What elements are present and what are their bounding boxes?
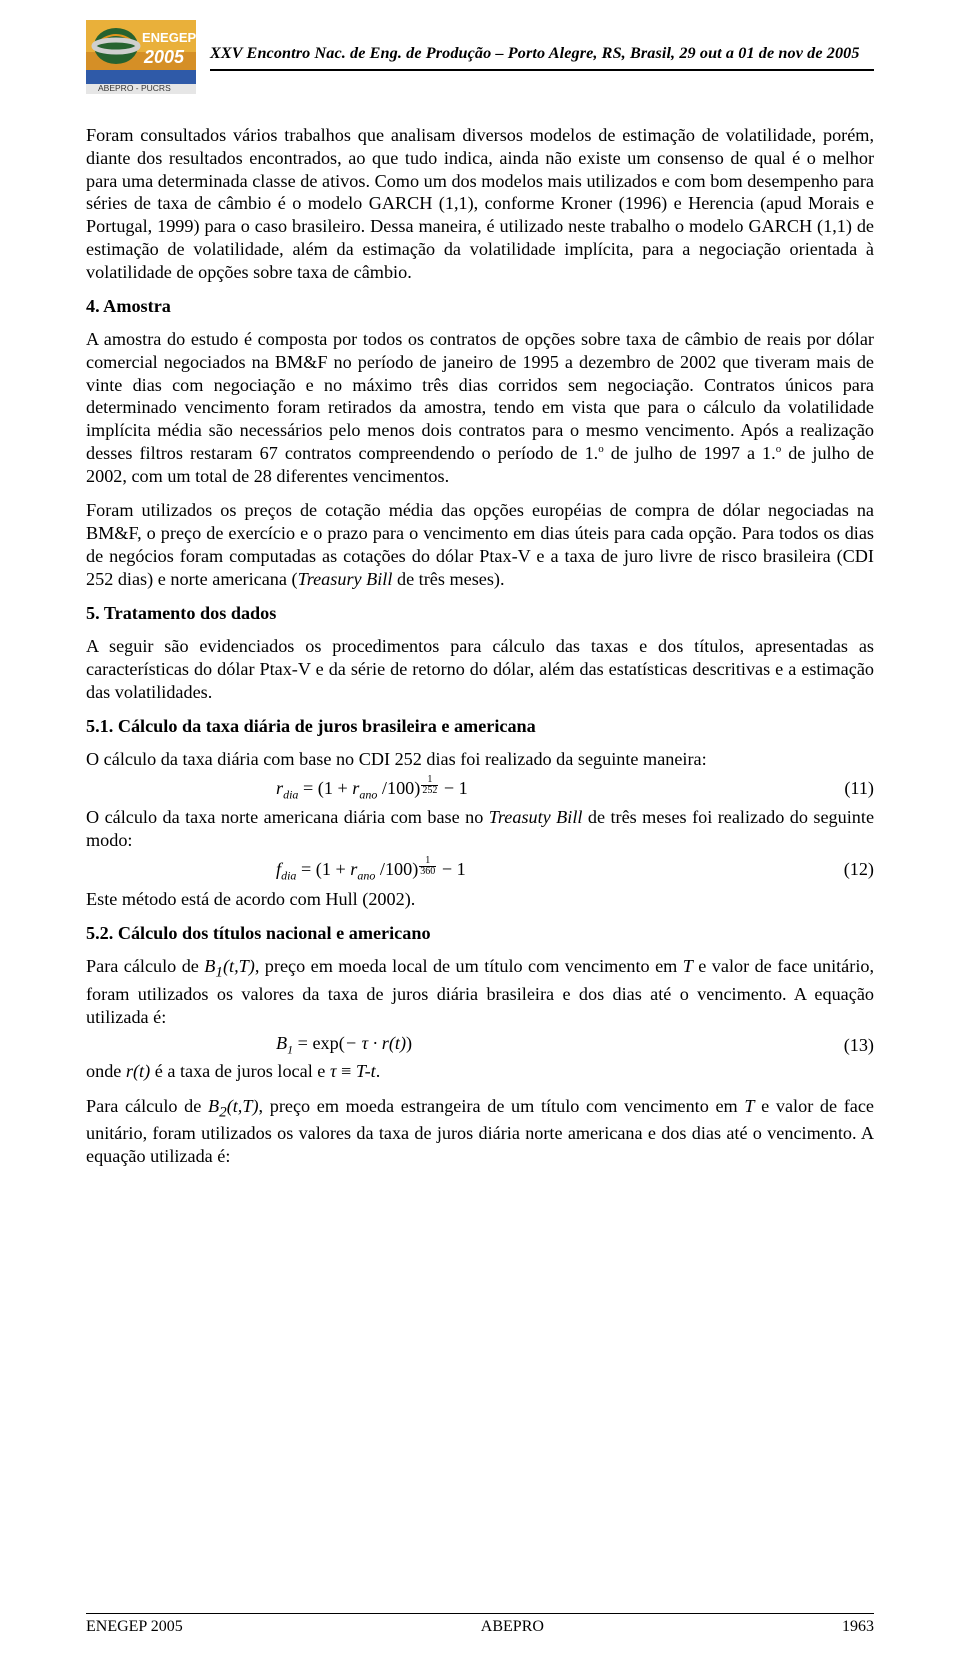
text: , preço em moeda estrangeira de um títul… [259,1096,745,1116]
equation-11-number: (11) [824,777,874,800]
equation-13-number: (13) [824,1034,874,1057]
page: ENEGEP 2005 ABEPRO - PUCRS XXV Encontro … [0,0,960,1662]
equation-12: fdia = (1 + rano /100)1360 − 1 [276,859,466,879]
symbol-T-minus-t: T-t [356,1061,376,1081]
section-5-title: 5. Tratamento dos dados [86,602,874,625]
equation-12-row: fdia = (1 + rano /100)1360 − 1 (12) [86,856,874,884]
paragraph-amostra-2: Foram utilizados os preços de cotação mé… [86,499,874,590]
paragraph-intro: Foram consultados vários trabalhos que a… [86,124,874,283]
symbol-T: T [683,956,693,976]
section-5-2-title: 5.2. Cálculo dos títulos nacional e amer… [86,922,874,945]
text: . [376,1061,381,1081]
text: ≡ [336,1061,355,1081]
page-footer: ENEGEP 2005 ABEPRO 1963 [86,1613,874,1636]
text: Para cálculo de [86,956,204,976]
footer-left: ENEGEP 2005 [86,1618,183,1636]
paragraph-tbill: O cálculo da taxa norte americana diária… [86,806,874,852]
paragraph-cdi: O cálculo da taxa diária com base no CDI… [86,748,874,771]
logo-bottom-label: ABEPRO - PUCRS [98,83,171,93]
page-header: ENEGEP 2005 ABEPRO - PUCRS XXV Encontro … [86,20,874,94]
text: , preço em moeda local de um título com … [255,956,683,976]
footer-right: 1963 [842,1618,874,1636]
paragraph-amostra-1: A amostra do estudo é composta por todos… [86,328,874,487]
body: Foram consultados vários trabalhos que a… [86,124,874,1168]
logo-year: 2005 [143,47,185,67]
equation-13: B1 = exp(− τ · r(t)) [276,1033,412,1053]
term-treasuty-bill: Treasuty Bill [489,807,583,827]
header-rule [210,69,874,71]
symbol-rt: r(t) [126,1061,150,1081]
paragraph-b1: Para cálculo de B1(t,T), preço em moeda … [86,955,874,1028]
enegep-logo: ENEGEP 2005 ABEPRO - PUCRS [86,20,196,94]
equation-11-row: rdia = (1 + rano /100)1252 − 1 (11) [86,775,874,803]
paragraph-tratamento: A seguir são evidenciados os procediment… [86,635,874,703]
paragraph-b2: Para cálculo de B2(t,T), preço em moeda … [86,1095,874,1168]
symbol-B2: B2(t,T) [208,1096,259,1116]
header-title: XXV Encontro Nac. de Eng. de Produção – … [210,43,874,63]
section-4-title: 4. Amostra [86,295,874,318]
equation-13-row: B1 = exp(− τ · r(t)) (13) [86,1032,874,1058]
paragraph-onde-rt: onde r(t) é a taxa de juros local e τ ≡ … [86,1060,874,1083]
term-treasury-bill: Treasury Bill [298,569,393,589]
text: de três meses). [392,569,504,589]
equation-12-number: (12) [824,858,874,881]
text: Para cálculo de [86,1096,208,1116]
text: O cálculo da taxa norte americana diária… [86,807,489,827]
section-5-1-title: 5.1. Cálculo da taxa diária de juros bra… [86,715,874,738]
paragraph-hull: Este método está de acordo com Hull (200… [86,888,874,911]
text: é a taxa de juros local e [150,1061,330,1081]
symbol-T: T [744,1096,754,1116]
symbol-B1: B1(t,T) [204,956,255,976]
footer-center: ABEPRO [481,1618,544,1636]
text: de julho de 1997 a 1. [604,443,776,463]
logo-top-label: ENEGEP [142,30,196,45]
header-title-block: XXV Encontro Nac. de Eng. de Produção – … [210,43,874,71]
equation-11: rdia = (1 + rano /100)1252 − 1 [276,778,468,798]
text: onde [86,1061,126,1081]
